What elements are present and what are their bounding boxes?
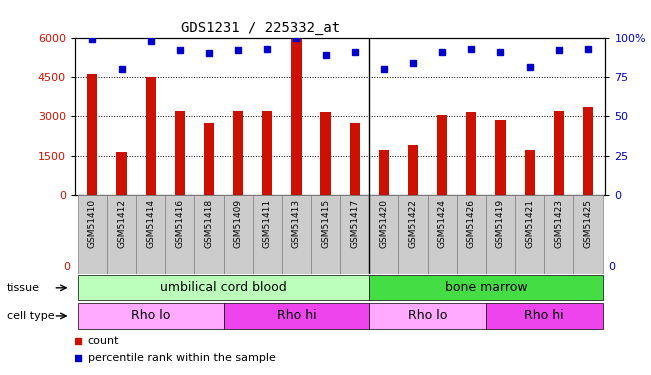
Bar (369, 195, 398, 274)
Bar (165, 195, 195, 274)
Bar (544, 195, 574, 274)
Bar (583, 107, 593, 195)
Bar (233, 111, 243, 195)
Text: bone marrow: bone marrow (445, 281, 527, 294)
Bar (428, 195, 457, 274)
Bar (174, 111, 185, 195)
Text: GSM51409: GSM51409 (234, 199, 243, 248)
Text: count: count (88, 336, 119, 345)
Bar (340, 195, 369, 274)
Bar (291, 39, 301, 195)
Bar (398, 195, 428, 274)
Bar (320, 112, 331, 195)
Bar (136, 195, 165, 274)
Bar (146, 77, 156, 195)
Bar (262, 111, 272, 195)
Bar (515, 195, 544, 274)
Text: Rho hi: Rho hi (525, 309, 564, 322)
Text: GSM51414: GSM51414 (146, 199, 155, 248)
Text: GSM51419: GSM51419 (496, 199, 505, 248)
Bar (223, 195, 253, 274)
Bar (195, 195, 223, 274)
Text: GSM51425: GSM51425 (583, 199, 592, 248)
Bar (457, 195, 486, 274)
Text: Rho lo: Rho lo (131, 309, 171, 322)
Bar (350, 123, 360, 195)
Text: GSM51418: GSM51418 (204, 199, 214, 248)
Bar (282, 195, 311, 274)
Bar (77, 195, 107, 274)
Bar (495, 120, 506, 195)
Bar (253, 195, 282, 274)
Bar (379, 150, 389, 195)
Bar (486, 303, 603, 328)
Bar (204, 123, 214, 195)
Text: GSM51411: GSM51411 (263, 199, 271, 248)
Text: GSM51422: GSM51422 (409, 199, 417, 248)
Text: umbilical cord blood: umbilical cord blood (160, 281, 287, 294)
Text: GSM51417: GSM51417 (350, 199, 359, 248)
Text: GSM51412: GSM51412 (117, 199, 126, 248)
Text: GSM51420: GSM51420 (380, 199, 389, 248)
Text: GSM51410: GSM51410 (88, 199, 97, 248)
Bar (486, 195, 515, 274)
Title: GDS1231 / 225332_at: GDS1231 / 225332_at (181, 21, 340, 35)
Bar (369, 303, 486, 328)
Text: GSM51413: GSM51413 (292, 199, 301, 248)
Bar (311, 195, 340, 274)
Bar (87, 74, 98, 195)
Bar (107, 195, 136, 274)
Bar (77, 275, 369, 300)
Bar (77, 303, 223, 328)
Bar (574, 195, 603, 274)
Text: 0: 0 (609, 262, 616, 272)
Bar (525, 150, 534, 195)
Text: Rho lo: Rho lo (408, 309, 447, 322)
Text: tissue: tissue (7, 283, 40, 293)
Text: GSM51415: GSM51415 (321, 199, 330, 248)
Text: GSM51416: GSM51416 (175, 199, 184, 248)
Text: 0: 0 (64, 262, 70, 272)
Text: Rho hi: Rho hi (277, 309, 316, 322)
Bar (117, 152, 126, 195)
Text: GSM51421: GSM51421 (525, 199, 534, 248)
Text: cell type: cell type (7, 311, 54, 321)
Bar (554, 111, 564, 195)
Text: percentile rank within the sample: percentile rank within the sample (88, 353, 275, 363)
Bar (437, 115, 447, 195)
Bar (408, 145, 418, 195)
Bar (369, 275, 603, 300)
Text: GSM51426: GSM51426 (467, 199, 476, 248)
Text: GSM51424: GSM51424 (437, 199, 447, 248)
Text: GSM51423: GSM51423 (554, 199, 563, 248)
Bar (223, 303, 369, 328)
Bar (466, 112, 477, 195)
